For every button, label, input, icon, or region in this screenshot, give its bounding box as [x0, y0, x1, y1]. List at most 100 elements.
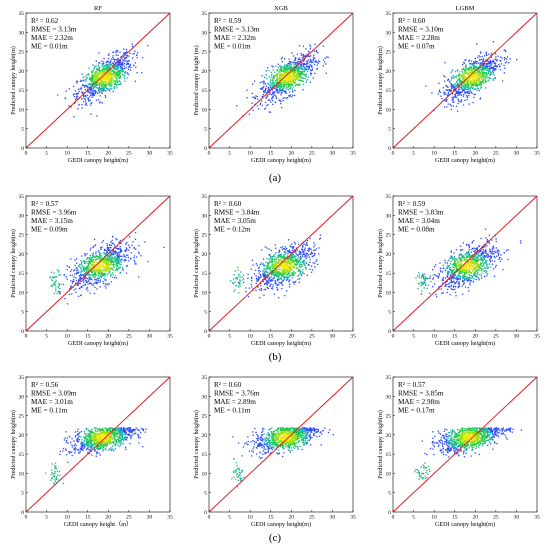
- data-point: [484, 73, 486, 76]
- data-point: [281, 270, 283, 273]
- data-point: [492, 79, 495, 81]
- data-point: [300, 261, 302, 264]
- data-point: [499, 65, 501, 68]
- data-point: [276, 86, 279, 89]
- data-point: [115, 80, 118, 82]
- data-point: [119, 66, 121, 68]
- data-point: [287, 260, 289, 263]
- data-point: [301, 71, 303, 73]
- data-point: [299, 255, 302, 258]
- data-point: [113, 265, 115, 267]
- data-point: [109, 264, 111, 266]
- data-point: [308, 247, 310, 250]
- data-point: [278, 92, 280, 94]
- data-point: [79, 273, 82, 276]
- data-point: [470, 86, 473, 88]
- data-point: [301, 248, 303, 251]
- data-point: [295, 253, 297, 255]
- data-point: [297, 83, 299, 85]
- y-tick-label: 35: [386, 11, 392, 17]
- data-point: [280, 246, 282, 249]
- data-point: [286, 265, 289, 268]
- data-point: [118, 262, 120, 264]
- data-point: [478, 79, 480, 81]
- data-point: [310, 265, 313, 267]
- data-point: [279, 266, 281, 268]
- data-point: [86, 258, 88, 260]
- data-point: [299, 61, 301, 63]
- data-point: [120, 242, 122, 244]
- data-point: [304, 63, 306, 66]
- data-point: [472, 75, 474, 77]
- data-point: [459, 79, 461, 81]
- data-point: [82, 100, 85, 103]
- data-point: [257, 280, 259, 282]
- data-point: [272, 286, 274, 288]
- data-point: [287, 81, 289, 84]
- data-point: [293, 249, 295, 251]
- data-point: [70, 285, 72, 287]
- data-point: [280, 66, 282, 68]
- x-axis-label: GEDI canopy height(m): [68, 340, 128, 347]
- data-point: [94, 91, 96, 93]
- data-point: [270, 94, 272, 96]
- data-point: [299, 266, 302, 269]
- x-tick-label: 5: [412, 151, 415, 157]
- data-point: [284, 268, 287, 271]
- data-point: [485, 76, 487, 79]
- data-point: [92, 82, 94, 85]
- data-point: [272, 272, 274, 274]
- data-point: [92, 259, 94, 261]
- data-point: [115, 61, 118, 63]
- data-point: [116, 73, 119, 75]
- data-point: [115, 262, 117, 264]
- data-point: [94, 276, 97, 278]
- data-point: [458, 77, 461, 80]
- data-point: [233, 274, 235, 276]
- data-point: [84, 262, 86, 265]
- data-point: [272, 69, 274, 71]
- data-point: [267, 272, 269, 274]
- data-point: [75, 96, 78, 98]
- data-point: [99, 269, 101, 272]
- data-point: [50, 271, 53, 273]
- data-point: [277, 77, 279, 80]
- data-point: [278, 296, 280, 299]
- data-point: [255, 277, 258, 279]
- x-tick-label: 35: [350, 151, 356, 157]
- data-point: [91, 257, 93, 259]
- data-point: [256, 264, 258, 266]
- data-point: [267, 277, 269, 279]
- data-point: [233, 290, 235, 293]
- data-point: [274, 280, 276, 282]
- data-point: [282, 74, 285, 76]
- data-point: [106, 61, 109, 63]
- data-point: [110, 267, 112, 269]
- data-point: [276, 257, 278, 259]
- data-point: [315, 50, 318, 53]
- y-tick-label: 0: [388, 146, 391, 152]
- data-point: [265, 268, 267, 270]
- data-point: [500, 63, 503, 65]
- x-tick-label: 15: [268, 151, 274, 157]
- data-point: [122, 63, 124, 65]
- data-point: [91, 270, 93, 272]
- data-point: [237, 269, 239, 271]
- data-point: [271, 89, 274, 91]
- data-point: [237, 276, 239, 278]
- x-tick-label: 20: [289, 334, 295, 340]
- data-point: [287, 250, 290, 253]
- data-point: [267, 262, 270, 265]
- data-point: [85, 288, 88, 290]
- data-point: [288, 80, 290, 82]
- data-point: [484, 245, 486, 248]
- data-point: [106, 258, 108, 260]
- data-point: [291, 76, 293, 78]
- data-point: [80, 268, 83, 270]
- data-point: [85, 77, 88, 79]
- data-point: [96, 83, 98, 86]
- data-point: [86, 265, 89, 268]
- data-point: [239, 283, 241, 285]
- data-point: [503, 57, 506, 59]
- data-point: [105, 78, 108, 80]
